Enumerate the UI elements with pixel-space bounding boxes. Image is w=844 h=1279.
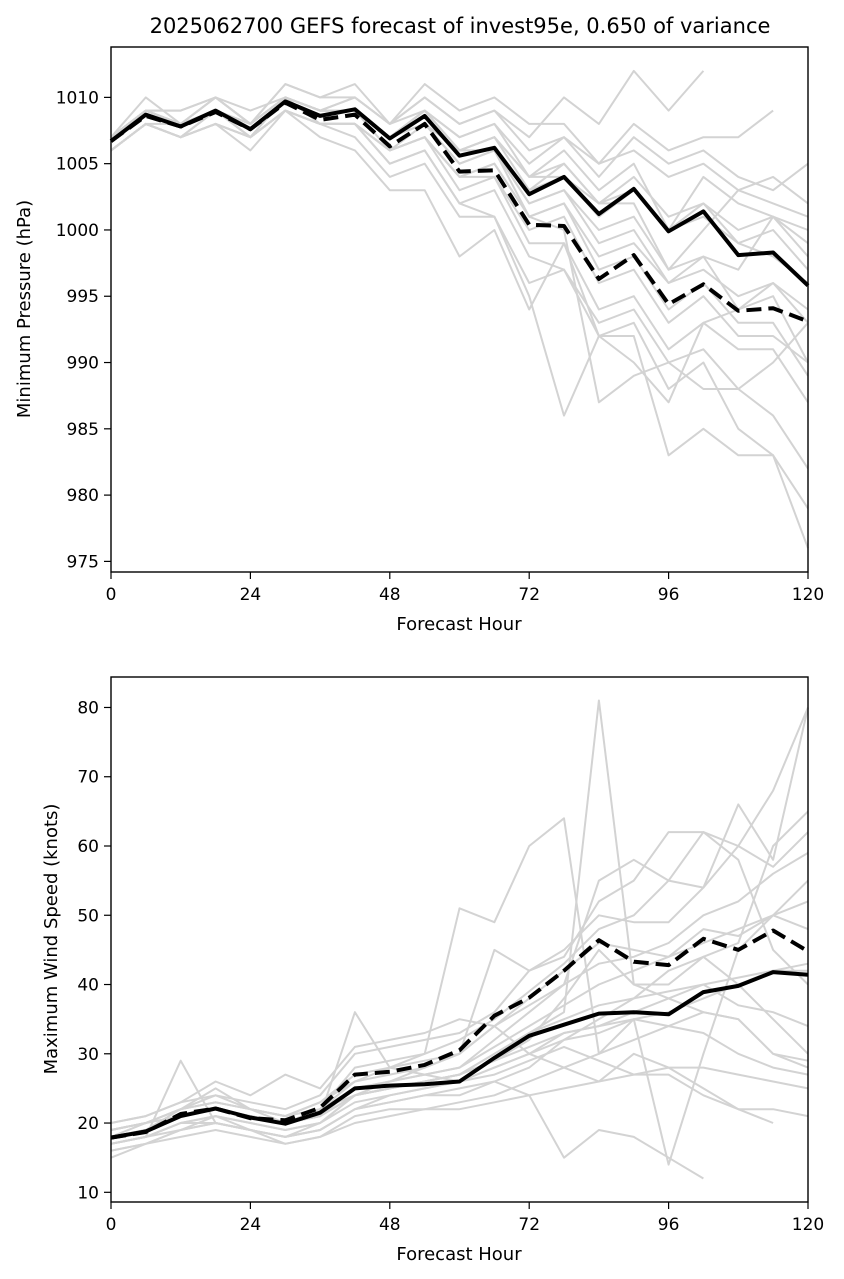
mean-line-dashed (109, 100, 809, 324)
x-tick-label: 120 (792, 585, 824, 605)
plot-frame-2 (110, 676, 809, 1203)
ensemble-member-line (110, 831, 809, 1138)
y-tick-label: 60 (77, 837, 99, 857)
ensemble-member-line (110, 900, 809, 1131)
y-axis-label-2: Maximum Wind Speed (knots) (41, 804, 62, 1075)
y-tick-label: 1000 (56, 221, 99, 241)
y-ticks-2: 10 20 30 40 50 60 70 80 (77, 698, 111, 1203)
ensemble-member-line (110, 1011, 809, 1159)
y-tick-label: 20 (77, 1114, 99, 1134)
ensemble-member-line (110, 1066, 809, 1152)
x-tick-label: 24 (240, 1215, 262, 1235)
x-ticks-1: 0 24 48 72 96 120 (106, 572, 824, 605)
x-tick-label: 96 (658, 585, 680, 605)
y-tick-label: 80 (77, 698, 99, 718)
ensemble-member-line (110, 1018, 809, 1124)
ensemble-member-line (110, 1045, 774, 1145)
y-tick-label: 40 (77, 976, 99, 996)
y-axis-label-1: Minimum Pressure (hPa) (14, 200, 35, 418)
x-tick-label: 72 (518, 585, 540, 605)
wind-lines (110, 699, 810, 1180)
x-tick-label: 72 (518, 1215, 540, 1235)
x-tick-label: 120 (792, 1215, 824, 1235)
y-ticks-1: 975 980 985 990 995 1000 1005 1010 (56, 88, 111, 572)
mean-line-solid (109, 99, 810, 288)
ensemble-member-line (110, 1080, 704, 1180)
y-tick-label: 995 (67, 287, 99, 307)
ensemble-member-line (110, 109, 809, 284)
y-tick-label: 990 (67, 354, 99, 374)
x-tick-label: 0 (106, 585, 117, 605)
ensemble-member-line (110, 109, 809, 509)
y-tick-label: 975 (67, 552, 99, 572)
x-tick-label: 48 (379, 585, 401, 605)
y-tick-label: 10 (77, 1183, 99, 1203)
y-tick-label: 1010 (56, 88, 99, 108)
y-tick-label: 30 (77, 1045, 99, 1065)
mean-line-dashed (110, 928, 810, 1140)
ensemble-member-line (110, 707, 809, 1124)
y-tick-label: 985 (67, 420, 99, 440)
x-tick-label: 0 (106, 1215, 117, 1235)
plot-frame-1 (110, 46, 809, 573)
y-tick-label: 1005 (56, 155, 99, 175)
x-ticks-2: 0 24 48 72 96 120 (106, 1202, 824, 1235)
x-tick-label: 48 (379, 1215, 401, 1235)
y-tick-label: 50 (77, 906, 99, 926)
y-tick-label: 980 (67, 486, 99, 506)
x-axis-label-2: Forecast Hour (396, 1244, 522, 1265)
y-tick-label: 70 (77, 768, 99, 788)
x-tick-label: 96 (658, 1215, 680, 1235)
ensemble-member-line (110, 96, 809, 192)
chart-title-1: 2025062700 GEFS forecast of invest95e, 0… (150, 14, 771, 38)
pressure-lines (109, 69, 810, 549)
x-tick-label: 24 (240, 585, 262, 605)
x-axis-label-1: Forecast Hour (396, 614, 522, 635)
